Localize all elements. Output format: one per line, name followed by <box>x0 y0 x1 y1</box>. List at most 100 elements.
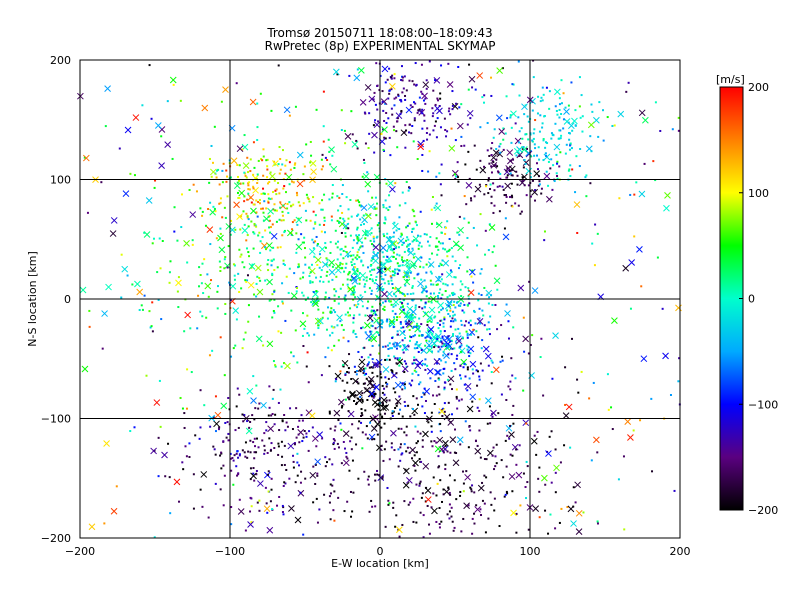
data-point-dot <box>381 401 384 404</box>
data-point-dot <box>264 279 267 282</box>
data-point-x <box>546 195 553 203</box>
data-point-dot <box>364 112 367 115</box>
data-point-dot <box>378 89 381 92</box>
data-point-dot <box>405 180 408 183</box>
data-point-dot <box>547 532 550 535</box>
data-point-dot <box>354 256 357 259</box>
data-point-dot <box>282 506 285 509</box>
data-point-dot <box>249 439 252 442</box>
data-point-x <box>422 462 430 470</box>
data-point-dot <box>334 229 337 232</box>
data-point-x <box>296 151 304 159</box>
data-point-x <box>260 401 267 409</box>
data-point-dot <box>532 132 535 135</box>
data-point-dot <box>354 285 357 288</box>
data-point-dot <box>299 277 302 280</box>
data-point-dot <box>320 230 323 233</box>
data-point-dot <box>436 338 439 341</box>
data-point-dot <box>356 306 359 309</box>
data-point-dot <box>390 107 393 110</box>
data-point-dot <box>440 64 443 67</box>
data-point-dot <box>453 479 456 482</box>
data-point-dot <box>365 230 368 233</box>
data-point-dot <box>547 160 550 163</box>
data-point-dot <box>247 251 250 254</box>
data-point-dot <box>535 162 538 165</box>
data-point-dot <box>200 282 203 285</box>
data-point-dot <box>393 272 396 275</box>
data-point-dot <box>509 114 512 117</box>
data-point-dot <box>590 459 593 462</box>
data-point-dot <box>399 446 402 449</box>
data-point-dot <box>383 149 386 152</box>
data-point-dot <box>370 330 373 333</box>
data-point-x <box>153 399 161 406</box>
data-point-dot <box>428 60 431 63</box>
data-point-dot <box>364 237 367 240</box>
data-point-dot <box>430 320 433 323</box>
data-point-dot <box>344 266 347 269</box>
data-point-dot <box>460 145 463 148</box>
data-point-dot <box>328 410 331 413</box>
data-point-dot <box>474 322 477 325</box>
data-point-dot <box>383 136 386 139</box>
data-point-dot <box>555 153 558 156</box>
data-point-dot <box>232 263 235 266</box>
data-point-dot <box>553 180 556 183</box>
data-point-dot <box>369 330 372 333</box>
data-point-dot <box>263 192 266 195</box>
data-point-dot <box>327 138 330 141</box>
data-point-x <box>492 366 500 374</box>
data-point-dot <box>366 398 369 401</box>
data-point-dot <box>417 325 420 328</box>
data-point-x <box>446 81 454 88</box>
data-point-dot <box>232 347 235 350</box>
data-point-dot <box>669 393 672 396</box>
data-point-x <box>468 75 476 83</box>
data-point-dot <box>301 440 304 443</box>
data-point-dot <box>426 364 429 367</box>
data-point-dot <box>374 254 377 257</box>
data-point-dot <box>387 117 390 120</box>
data-point-dot <box>333 294 336 297</box>
data-point-dot <box>386 486 389 489</box>
data-point-dot <box>357 239 360 242</box>
data-point-x <box>435 369 442 376</box>
data-point-dot <box>202 292 205 295</box>
data-point-dot <box>381 301 384 304</box>
data-point-x <box>525 167 533 175</box>
data-point-dot <box>544 152 547 155</box>
data-point-dot <box>239 255 242 258</box>
data-point-dot <box>580 370 583 373</box>
data-point-dot <box>336 442 339 445</box>
data-point-dot <box>467 290 470 293</box>
data-point-dot <box>349 440 352 443</box>
data-point-dot <box>564 152 567 155</box>
data-point-dot <box>462 482 465 485</box>
data-point-dot <box>373 206 376 209</box>
data-point-dot <box>435 283 438 286</box>
data-point-dot <box>219 232 222 235</box>
data-point-x <box>328 146 335 154</box>
data-point-dot <box>524 162 527 165</box>
data-point-dot <box>307 296 310 299</box>
data-point-dot <box>243 134 246 137</box>
data-point-dot <box>191 243 194 246</box>
data-point-dot <box>492 446 495 449</box>
data-point-dot <box>469 319 472 322</box>
data-point-x <box>367 203 375 210</box>
data-point-dot <box>401 91 404 94</box>
data-point-x <box>593 436 600 444</box>
data-point-dot <box>383 393 386 396</box>
data-point-dot <box>450 127 453 130</box>
data-point-dot <box>411 299 414 302</box>
data-point-dot <box>606 116 609 119</box>
data-point-dot <box>248 188 251 191</box>
data-point-dot <box>517 60 520 63</box>
data-point-dot <box>188 455 191 458</box>
data-point-dot <box>263 444 266 447</box>
data-point-dot <box>406 293 409 296</box>
data-point-dot <box>178 500 181 503</box>
data-point-dot <box>351 510 354 513</box>
data-point-x <box>81 365 89 373</box>
